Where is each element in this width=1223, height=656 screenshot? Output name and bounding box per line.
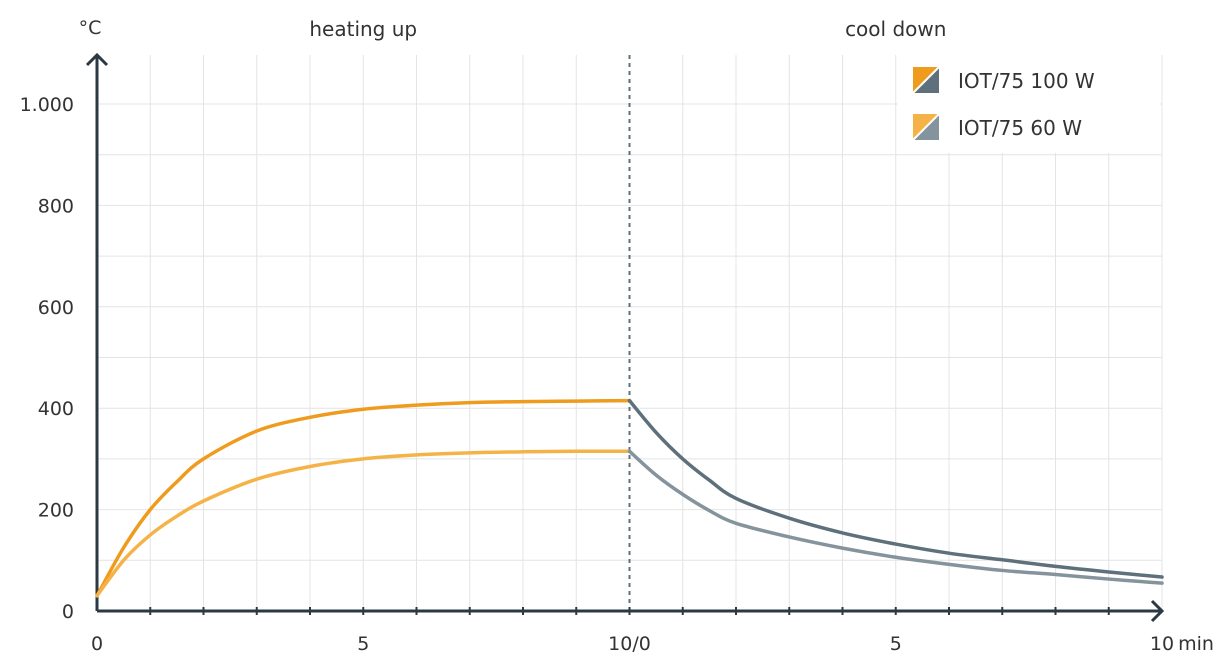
series-1-cooling-line bbox=[627, 398, 1164, 579]
legend-item: IOT/75 60 W bbox=[912, 113, 1082, 141]
y-tick-label: 800 bbox=[38, 195, 74, 217]
section-label: cool down bbox=[845, 17, 946, 41]
series-2-cooling-line bbox=[627, 449, 1164, 585]
y-unit-label: °C bbox=[79, 17, 102, 39]
legend: IOT/75 100 W IOT/75 60 W bbox=[898, 55, 1160, 153]
y-tick-label: 0 bbox=[62, 601, 74, 623]
x-unit-label: min bbox=[1178, 633, 1214, 655]
legend-swatch-divider bbox=[912, 66, 940, 94]
x-tick-label: 5 bbox=[357, 633, 369, 655]
section-label: heating up bbox=[309, 17, 417, 41]
section-labels: heating up cool down bbox=[309, 17, 946, 41]
series-1-heating-line bbox=[95, 398, 632, 598]
y-tick-label: 1.000 bbox=[20, 94, 74, 116]
legend-label: IOT/75 60 W bbox=[958, 116, 1082, 140]
legend-background bbox=[898, 55, 1160, 153]
legend-swatch-divider bbox=[912, 113, 940, 141]
series-lines bbox=[95, 398, 1164, 598]
x-tick-label: 10/0 bbox=[608, 633, 651, 655]
legend-label: IOT/75 100 W bbox=[958, 69, 1095, 93]
x-tick-label: 5 bbox=[890, 633, 902, 655]
tick-labels: 0 200 400 600 800 1.000 0 5 10/0 5 10 °C min bbox=[20, 17, 1214, 655]
legend-item: IOT/75 100 W bbox=[912, 66, 1095, 94]
x-axis-arrow-icon bbox=[1150, 599, 1165, 623]
y-tick-label: 200 bbox=[38, 500, 74, 522]
y-tick-label: 400 bbox=[38, 398, 74, 420]
axes bbox=[85, 52, 1165, 623]
series-2-heating-line bbox=[95, 449, 632, 598]
x-tick-label: 10 bbox=[1150, 633, 1174, 655]
x-tick-label: 0 bbox=[91, 633, 103, 655]
y-tick-label: 600 bbox=[38, 297, 74, 319]
y-axis-arrow-icon bbox=[85, 52, 109, 67]
